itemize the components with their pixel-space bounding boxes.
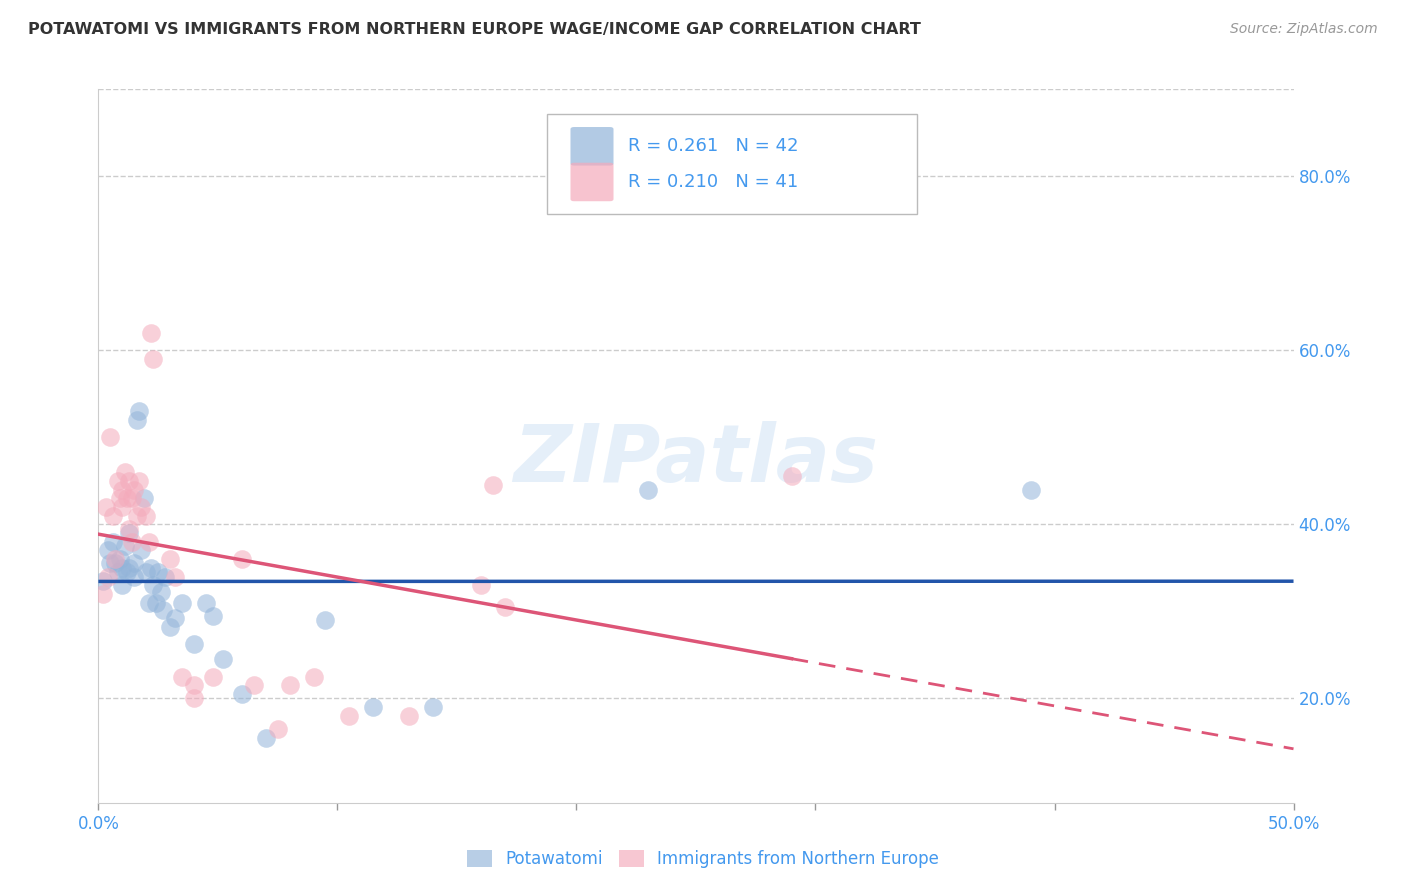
Point <box>278 678 301 692</box>
Text: ZIPatlas: ZIPatlas <box>513 421 879 500</box>
Point <box>108 552 131 566</box>
Point <box>111 561 134 575</box>
Point <box>422 700 444 714</box>
Point <box>111 578 134 592</box>
Point <box>138 534 160 549</box>
Point <box>142 578 165 592</box>
Point <box>470 578 492 592</box>
Point <box>97 569 120 583</box>
Point <box>124 569 146 583</box>
Point <box>183 678 205 692</box>
Point <box>125 508 148 523</box>
Point <box>267 722 290 736</box>
Point <box>243 678 266 692</box>
FancyBboxPatch shape <box>571 162 613 202</box>
FancyBboxPatch shape <box>547 114 917 214</box>
Point <box>131 543 153 558</box>
Text: R = 0.261   N = 42: R = 0.261 N = 42 <box>628 137 799 155</box>
Point <box>183 637 205 651</box>
Point <box>98 430 122 444</box>
Point <box>118 474 141 488</box>
Point <box>139 326 162 340</box>
Point <box>363 700 385 714</box>
Text: POTAWATOMI VS IMMIGRANTS FROM NORTHERN EUROPE WAGE/INCOME GAP CORRELATION CHART: POTAWATOMI VS IMMIGRANTS FROM NORTHERN E… <box>28 22 921 37</box>
Point <box>398 708 420 723</box>
Point <box>124 557 146 571</box>
Point <box>104 557 127 571</box>
Point <box>172 670 194 684</box>
Point <box>101 508 124 523</box>
Point <box>494 599 516 614</box>
Point <box>125 413 148 427</box>
Point <box>231 687 253 701</box>
Point <box>159 552 181 566</box>
Point <box>111 500 134 514</box>
Point <box>97 543 120 558</box>
Text: R = 0.210   N = 41: R = 0.210 N = 41 <box>628 173 799 191</box>
Point <box>202 608 225 623</box>
Point <box>139 561 162 575</box>
Point <box>163 611 186 625</box>
Point <box>101 534 124 549</box>
Point <box>135 565 157 579</box>
Point <box>231 552 253 566</box>
Point <box>131 500 153 514</box>
Point <box>94 500 117 514</box>
Point <box>91 587 114 601</box>
Text: Source: ZipAtlas.com: Source: ZipAtlas.com <box>1230 22 1378 37</box>
Point <box>124 483 146 497</box>
Point <box>115 565 138 579</box>
Point <box>108 491 131 506</box>
Point <box>107 474 129 488</box>
Point <box>148 565 170 579</box>
Point <box>172 596 194 610</box>
Point <box>118 561 141 575</box>
Point <box>339 708 360 723</box>
Point <box>114 539 136 553</box>
Point <box>302 670 325 684</box>
Point <box>152 602 174 616</box>
Point <box>637 483 659 497</box>
Point <box>1019 483 1042 497</box>
Point <box>780 469 803 483</box>
Point <box>481 478 505 492</box>
Point <box>315 613 337 627</box>
Point <box>135 508 157 523</box>
Point <box>155 569 177 583</box>
Point <box>115 491 138 506</box>
Point <box>114 465 136 479</box>
Point <box>91 574 114 588</box>
Point <box>128 474 150 488</box>
Point <box>202 670 225 684</box>
Point <box>128 404 150 418</box>
Point <box>183 691 205 706</box>
Point <box>149 585 172 599</box>
Point <box>121 491 143 506</box>
Point <box>163 569 186 583</box>
Point <box>118 522 141 536</box>
FancyBboxPatch shape <box>571 127 613 166</box>
Point <box>98 557 122 571</box>
Point <box>121 534 143 549</box>
Point <box>107 565 129 579</box>
Point <box>194 596 218 610</box>
Point <box>159 620 181 634</box>
Legend: Potawatomi, Immigrants from Northern Europe: Potawatomi, Immigrants from Northern Eur… <box>460 843 946 875</box>
Point <box>145 596 167 610</box>
Point <box>111 483 134 497</box>
Point <box>142 351 165 366</box>
Point <box>254 731 277 745</box>
Point <box>211 652 233 666</box>
Point <box>104 552 127 566</box>
Point <box>138 596 160 610</box>
Point <box>118 526 141 541</box>
Point <box>132 491 155 506</box>
